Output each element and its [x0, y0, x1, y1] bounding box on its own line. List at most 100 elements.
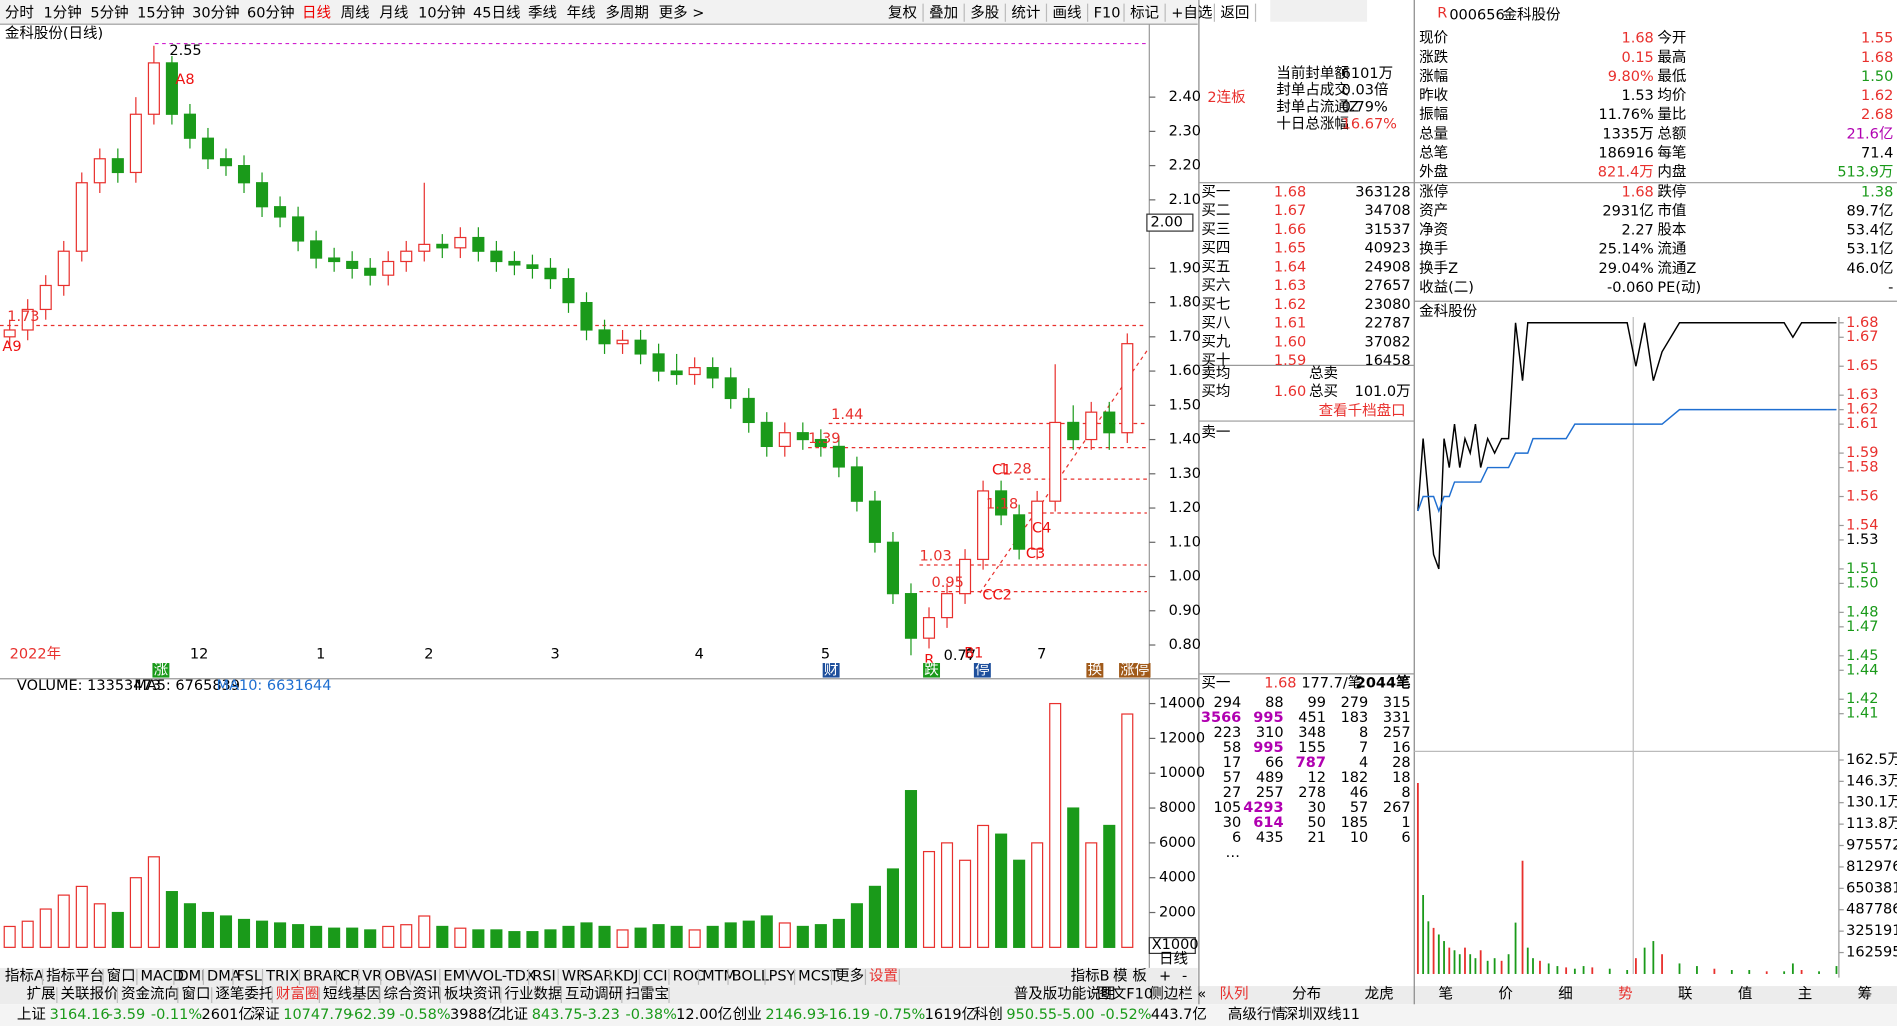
- price-annotation: 1.44: [831, 407, 863, 423]
- feature-tab[interactable]: 窗口: [181, 985, 210, 1003]
- indicator-tab[interactable]: 窗口: [107, 966, 136, 984]
- quote-value: 821.4万: [1598, 165, 1654, 181]
- tool-button[interactable]: 复权: [888, 3, 917, 21]
- event-marker[interactable]: [1086, 663, 1104, 678]
- tool-button[interactable]: 画线: [1053, 4, 1082, 21]
- indicator-tab[interactable]: WR: [562, 968, 586, 984]
- indicator-tab[interactable]: 指标B: [1071, 967, 1110, 984]
- depth-link[interactable]: 查看千档盘口: [1319, 401, 1406, 419]
- indicator-tab[interactable]: CR: [340, 968, 360, 984]
- period-tab[interactable]: 30分钟: [192, 4, 239, 21]
- period-tab[interactable]: 月线: [379, 4, 408, 21]
- feature-tab[interactable]: 板块资讯: [444, 985, 502, 1003]
- panel-tab[interactable]: 筹: [1858, 986, 1872, 1003]
- queue-cell: 21: [1307, 830, 1325, 846]
- indicator-tab[interactable]: CCI: [643, 968, 668, 984]
- period-tab[interactable]: 周线: [341, 4, 370, 21]
- y-tick-label: 1.65: [1846, 358, 1878, 374]
- panel-tab[interactable]: 队列: [1219, 986, 1248, 1003]
- indicator-tab[interactable]: 更多: [835, 967, 864, 984]
- indicator-tab[interactable]: ROC: [673, 968, 705, 984]
- feature-tab[interactable]: 侧边栏 «: [1149, 986, 1206, 1003]
- indicator-tab[interactable]: 板: [1132, 966, 1147, 984]
- indicator-tab[interactable]: 设置: [869, 967, 898, 984]
- indicator-tab[interactable]: BOLL: [732, 968, 769, 984]
- panel-tab[interactable]: 价: [1498, 987, 1513, 1003]
- queue-count: 2044笔: [1356, 674, 1411, 692]
- period-tab[interactable]: 45日线: [473, 4, 520, 21]
- indicator-tab[interactable]: BRAR: [303, 968, 342, 984]
- period-tab[interactable]: 季线: [528, 4, 557, 21]
- feature-tab[interactable]: 普及版功能说明: [1014, 986, 1115, 1003]
- event-marker[interactable]: [1119, 663, 1151, 678]
- indicator-tab[interactable]: MCST: [798, 968, 839, 984]
- feature-tab[interactable]: 扩展: [27, 986, 56, 1003]
- tool-button[interactable]: 多股: [970, 4, 999, 21]
- period-tab[interactable]: 15分钟: [137, 4, 184, 21]
- indicator-tab[interactable]: OBV: [384, 968, 415, 984]
- tool-button[interactable]: +自选: [1171, 4, 1212, 21]
- indicator-tab[interactable]: +: [1159, 968, 1171, 984]
- indicator-tab[interactable]: KDJ: [613, 968, 638, 984]
- indicator-tab[interactable]: 日线: [1159, 950, 1188, 967]
- feature-tab[interactable]: 综合资讯: [384, 986, 442, 1003]
- panel-tab[interactable]: 笔: [1438, 986, 1452, 1003]
- event-marker[interactable]: [822, 663, 840, 678]
- panel-tab[interactable]: 分布: [1292, 986, 1321, 1003]
- feature-tab[interactable]: 关联报价: [60, 986, 118, 1003]
- period-tab[interactable]: 分时: [5, 4, 34, 21]
- tool-button[interactable]: 返回: [1220, 4, 1249, 21]
- tool-button[interactable]: 标记: [1130, 4, 1159, 21]
- indicator-tab[interactable]: VOL-TDX: [473, 968, 536, 984]
- x-tick-label: 5: [821, 647, 830, 663]
- event-marker[interactable]: [152, 663, 170, 678]
- tool-button[interactable]: 统计: [1011, 4, 1040, 21]
- indicator-tab[interactable]: EMV: [443, 968, 475, 984]
- period-tab[interactable]: 5分钟: [90, 4, 128, 21]
- indicator-tab[interactable]: -: [1182, 968, 1187, 984]
- indicator-tab[interactable]: PSY: [769, 968, 796, 984]
- period-tab[interactable]: 1分钟: [44, 4, 82, 21]
- queue-label: 买一: [1201, 675, 1230, 692]
- feature-tab[interactable]: 行业数据: [504, 986, 562, 1003]
- feature-tab[interactable]: 逐笔委托: [215, 986, 273, 1003]
- event-marker[interactable]: [973, 663, 991, 678]
- feature-tab[interactable]: 图文F10: [1097, 986, 1153, 1003]
- indicator-tab[interactable]: VR: [362, 968, 382, 984]
- indicator-tab[interactable]: SAR: [584, 968, 613, 984]
- panel-tab[interactable]: 龙虎: [1365, 986, 1394, 1003]
- feature-tab[interactable]: 互动调研: [565, 986, 623, 1003]
- feature-tab[interactable]: 资金流向: [121, 986, 179, 1003]
- indicator-tab[interactable]: FSL: [237, 968, 262, 984]
- panel-tab[interactable]: 细: [1558, 986, 1572, 1003]
- indicator-tab[interactable]: DMI: [177, 968, 205, 984]
- tool-button[interactable]: F10: [1094, 5, 1121, 21]
- indicator-tab[interactable]: RSI: [532, 968, 556, 984]
- panel-tab[interactable]: 值: [1738, 986, 1752, 1003]
- indicator-tab[interactable]: 指标平台: [46, 967, 104, 984]
- indicator-tab[interactable]: 指标A: [5, 967, 44, 984]
- indicator-tab[interactable]: DMA: [207, 968, 241, 984]
- volume-bar: [382, 925, 395, 948]
- feature-tab[interactable]: 短线基因: [323, 986, 381, 1003]
- period-tab[interactable]: 60分钟: [247, 4, 294, 21]
- tool-button[interactable]: 叠加: [929, 4, 958, 21]
- period-tab[interactable]: 年线: [567, 4, 596, 21]
- indicator-tab[interactable]: TRIX: [265, 968, 299, 984]
- feature-tab[interactable]: 财富圈: [276, 985, 319, 1003]
- event-marker-label: 停: [975, 661, 989, 678]
- event-marker[interactable]: [923, 663, 941, 678]
- feature-tab[interactable]: 扫雷宝: [625, 986, 668, 1003]
- queue-cell: 3566: [1201, 710, 1241, 726]
- period-tab[interactable]: 日线: [302, 4, 331, 21]
- panel-tab[interactable]: 联: [1678, 986, 1692, 1003]
- period-tab[interactable]: 多周期: [605, 4, 648, 21]
- period-tab[interactable]: 更多 >: [659, 4, 705, 21]
- period-tab[interactable]: 10分钟: [418, 4, 465, 21]
- panel-tab[interactable]: 主: [1798, 986, 1812, 1003]
- indicator-tab[interactable]: ASI: [414, 968, 437, 984]
- collapse-button[interactable]: [1270, 0, 1368, 22]
- panel-tab[interactable]: 势: [1618, 986, 1632, 1003]
- indicator-tab[interactable]: 模: [1113, 967, 1127, 984]
- indicator-tab[interactable]: MACD: [141, 968, 184, 984]
